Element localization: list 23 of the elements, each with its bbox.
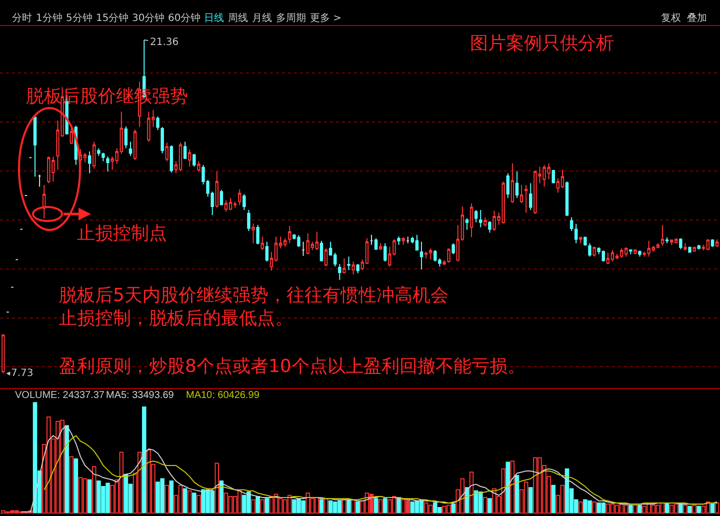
- annotation: 脱板后5天内股价继续强势，往往有惯性冲高机会: [59, 285, 448, 306]
- text: 60分钟: [168, 12, 201, 24]
- text: MA10: 60426.99: [186, 390, 260, 401]
- text: 30分钟: [132, 12, 165, 24]
- text: 1分钟: [36, 12, 62, 24]
- annotation: 止损控制点: [77, 223, 167, 244]
- text: 多周期: [276, 12, 306, 24]
- text: 分时: [12, 12, 32, 24]
- annotation: 图片案例只供分析: [470, 33, 614, 54]
- text: 月线: [252, 12, 272, 24]
- annotation: 7.73: [11, 368, 34, 379]
- text: 周线: [228, 12, 248, 24]
- annotation: 盈利原则，炒股8个点或者10个点以上盈利回撤不能亏损。: [59, 356, 526, 377]
- annotation: 止损控制，脱板后的最低点。: [59, 308, 293, 329]
- text: 叠加: [687, 12, 707, 24]
- text: 15分钟: [96, 12, 129, 24]
- text: 复权: [661, 12, 681, 24]
- text: 5分钟: [66, 12, 92, 24]
- annotation: 21.36: [150, 37, 179, 48]
- text: 更多 >: [310, 12, 342, 24]
- text: 日线: [204, 12, 224, 24]
- text: VOLUME: 24337.37: [15, 390, 105, 401]
- text: MA5: 33493.69: [106, 390, 174, 401]
